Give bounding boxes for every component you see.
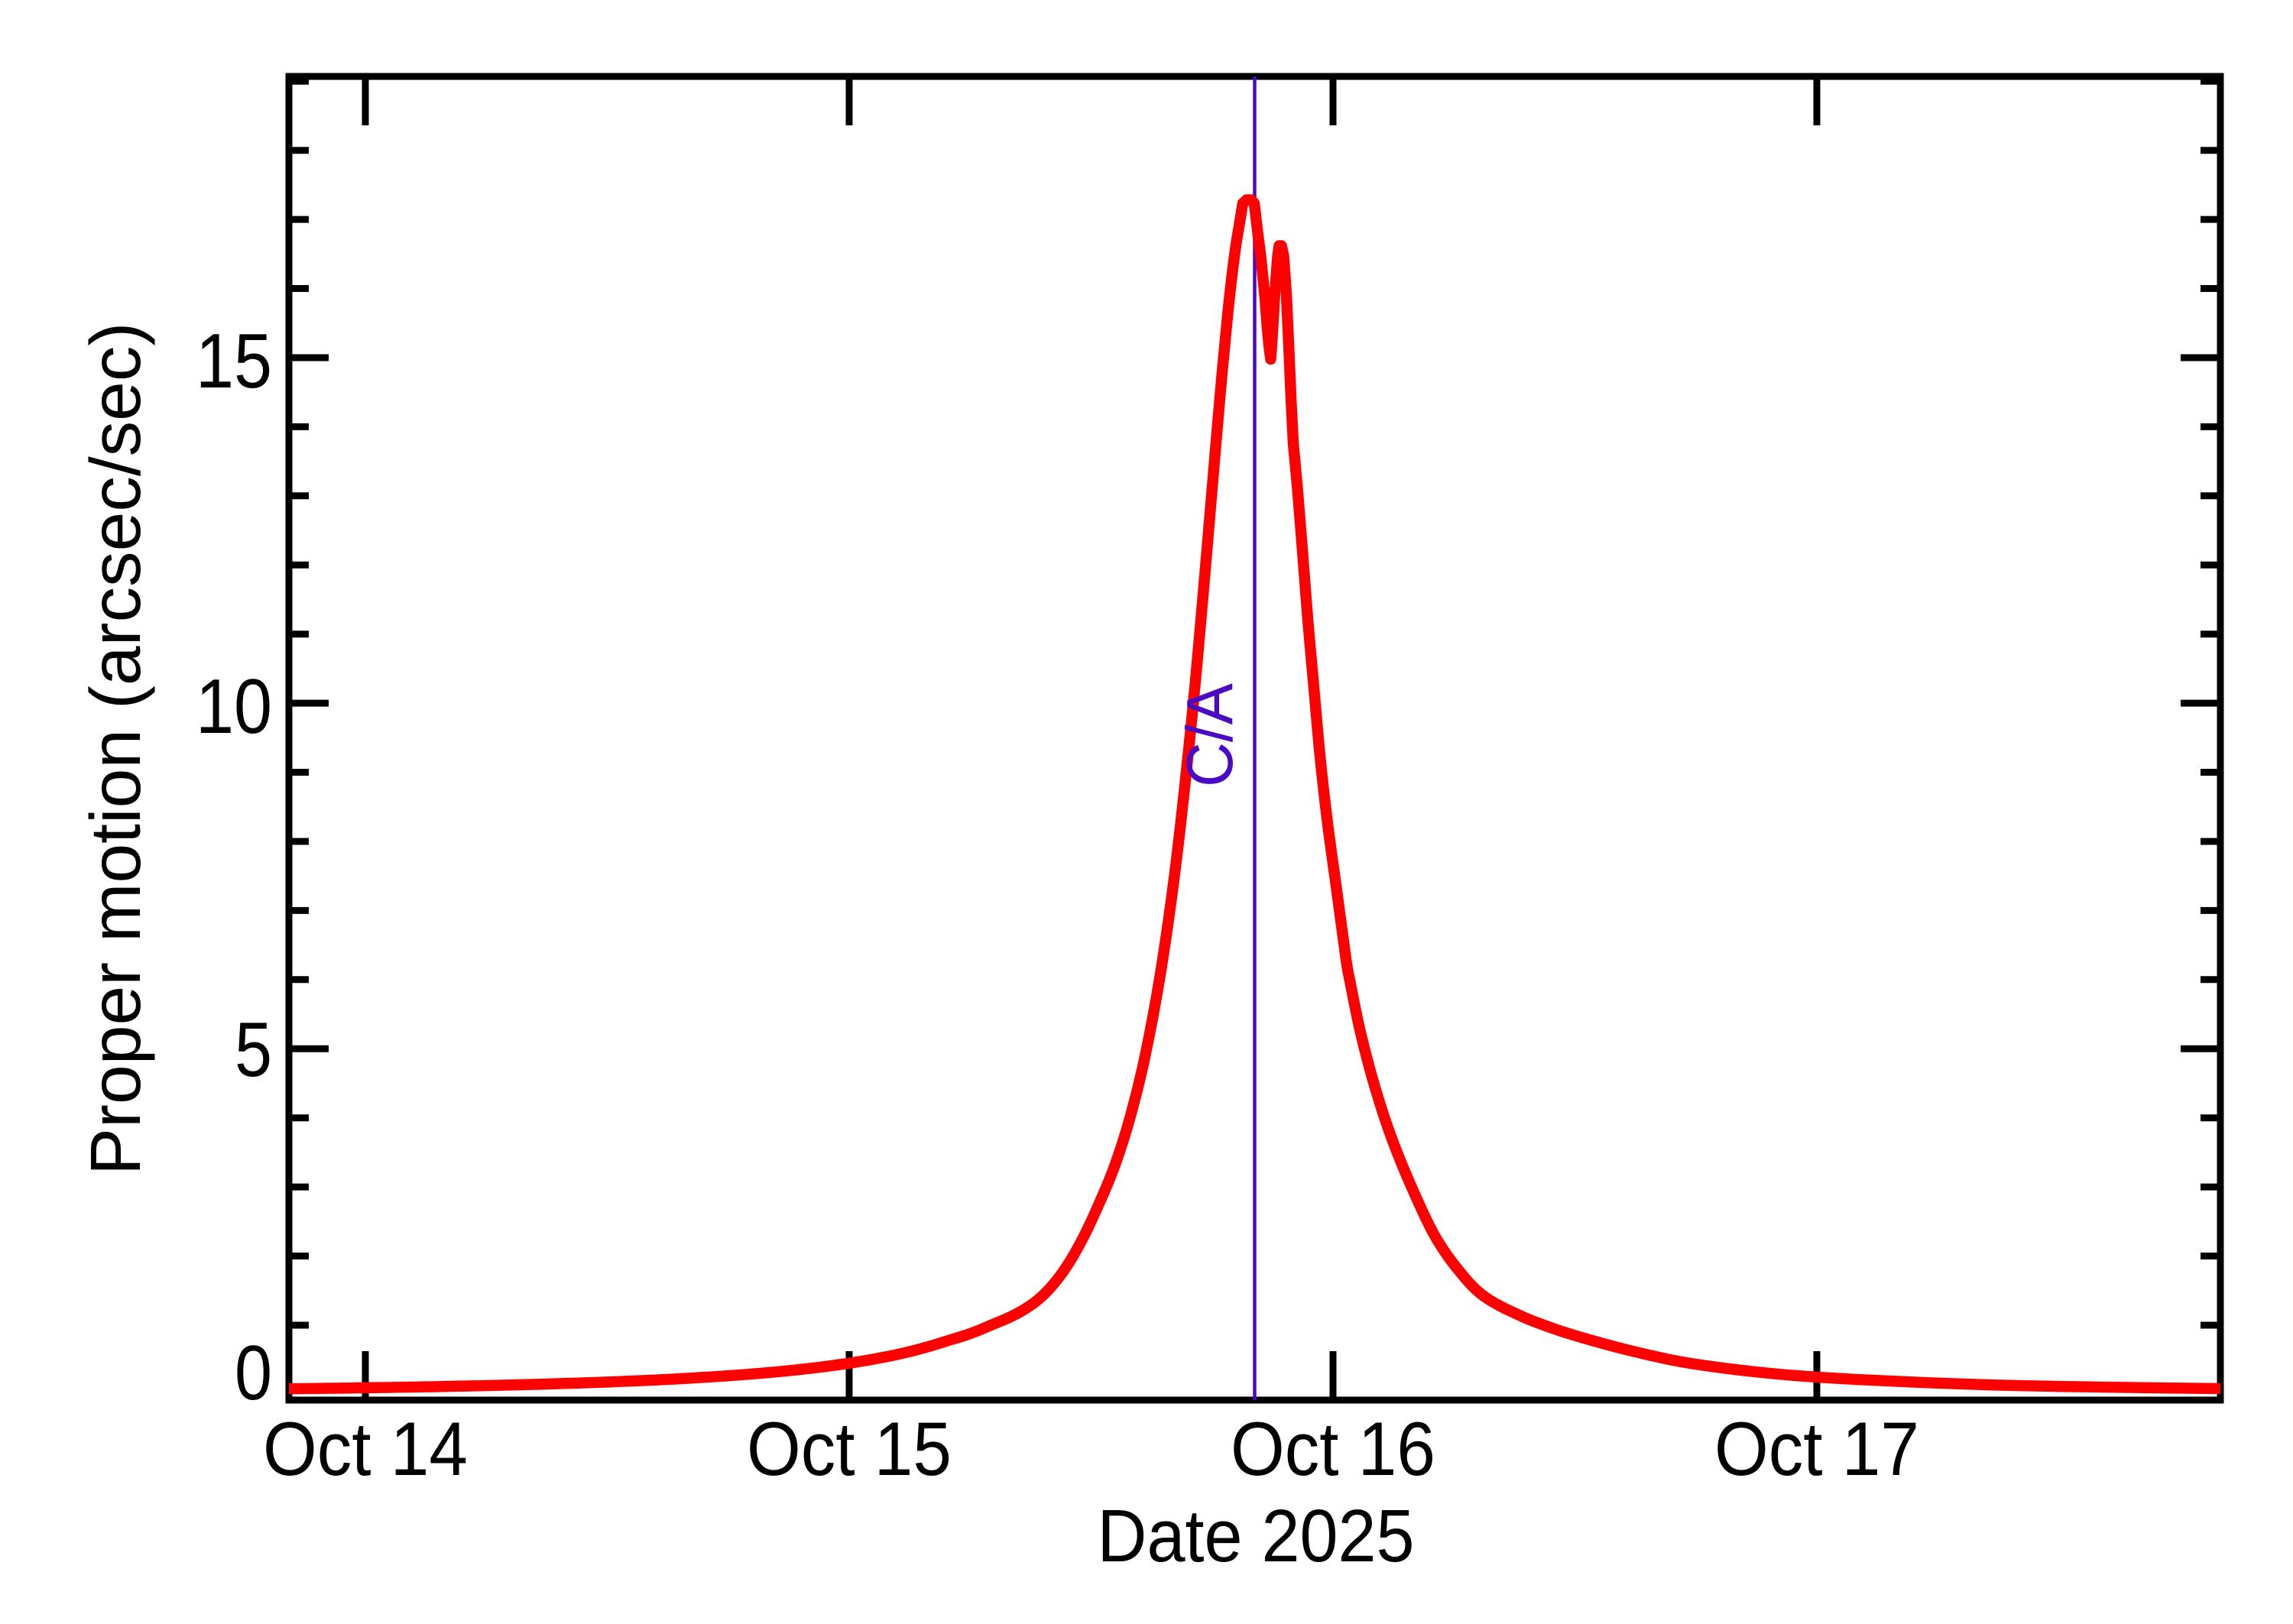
svg-text:Date 2025: Date 2025: [1098, 1494, 1415, 1577]
svg-text:15: 15: [196, 319, 272, 404]
svg-text:5: 5: [235, 1007, 272, 1093]
svg-text:0: 0: [235, 1331, 272, 1416]
svg-text:Oct 15: Oct 15: [747, 1406, 952, 1491]
svg-text:10: 10: [196, 664, 272, 750]
svg-text:Oct 14: Oct 14: [263, 1406, 468, 1491]
svg-text:Proper motion (arcsec/sec): Proper motion (arcsec/sec): [76, 323, 155, 1175]
svg-text:Oct 17: Oct 17: [1714, 1406, 1919, 1491]
svg-text:C/A: C/A: [1174, 683, 1247, 787]
svg-text:Oct 16: Oct 16: [1231, 1406, 1435, 1491]
